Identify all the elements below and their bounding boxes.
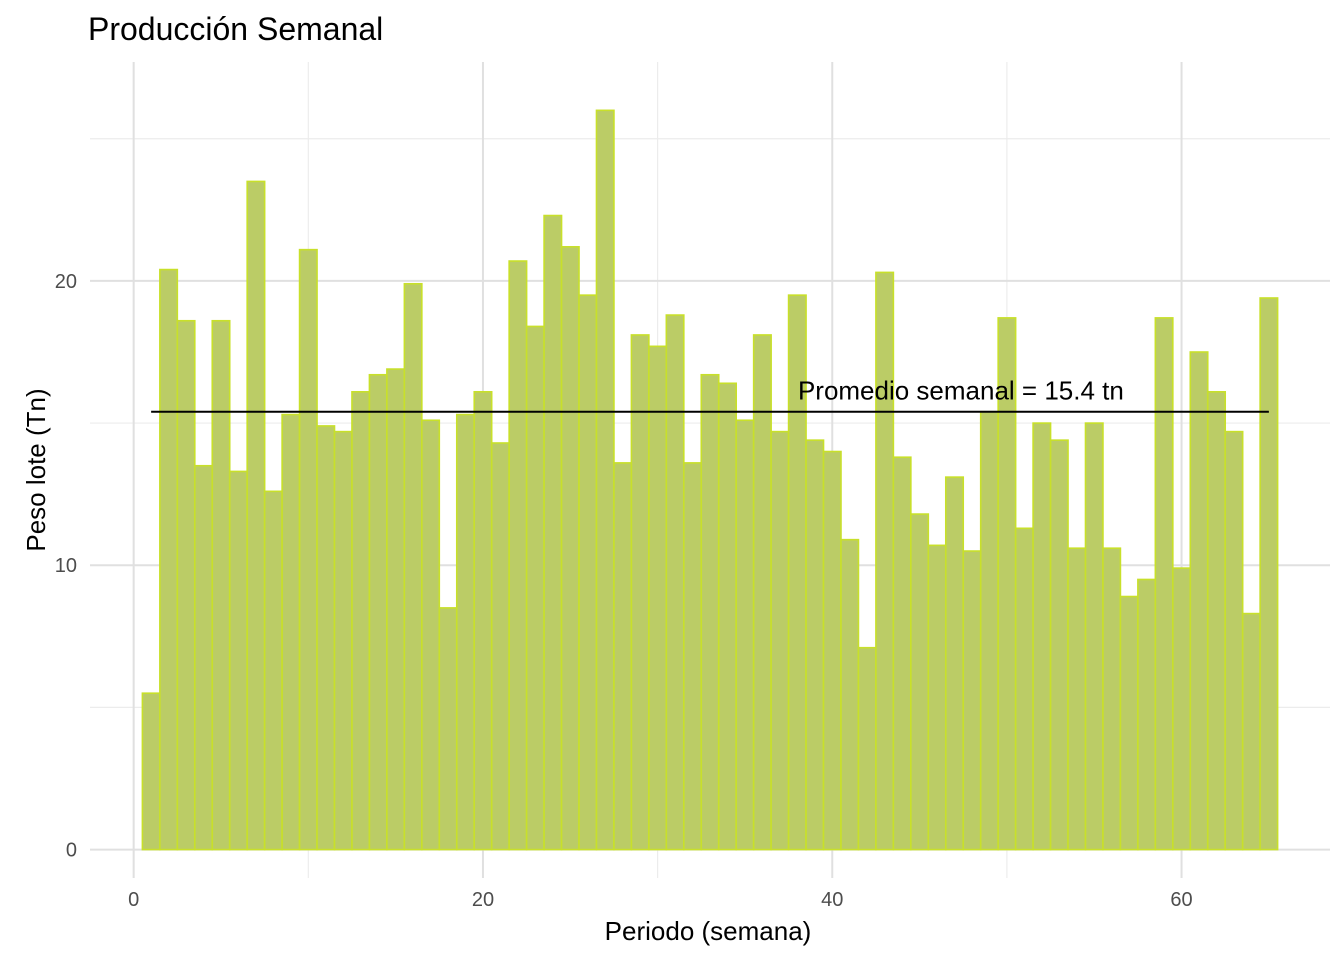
bar — [944, 476, 965, 851]
bar — [351, 391, 371, 851]
bar — [979, 410, 999, 851]
x-tick-label: 40 — [821, 889, 843, 911]
bar — [543, 214, 563, 851]
bar-series — [141, 109, 1279, 851]
bar — [298, 248, 318, 851]
bar — [368, 373, 388, 851]
y-axis-title: Peso lote (Tn) — [21, 388, 51, 551]
bar — [770, 430, 790, 851]
bar — [490, 442, 510, 851]
bar — [665, 314, 685, 851]
bar — [962, 550, 982, 851]
bar — [875, 271, 895, 851]
bar — [822, 450, 842, 851]
bar — [892, 456, 912, 851]
bar — [578, 294, 598, 851]
bar — [246, 180, 266, 851]
bar — [438, 607, 458, 851]
bar — [700, 373, 720, 851]
bar — [927, 544, 947, 851]
chart-title: Producción Semanal — [88, 11, 383, 47]
bar — [525, 325, 545, 851]
bar — [735, 419, 755, 851]
bar — [403, 282, 423, 851]
bar — [1154, 317, 1174, 851]
bar — [683, 462, 703, 851]
bar — [176, 319, 196, 851]
bar — [1049, 439, 1069, 851]
y-tick-label: 20 — [55, 271, 77, 293]
y-tick-label: 0 — [66, 840, 77, 862]
bar — [1032, 422, 1052, 851]
bar — [508, 260, 528, 851]
bar — [141, 692, 161, 851]
x-tick-label: 0 — [128, 889, 139, 911]
bar — [473, 391, 493, 851]
bar — [386, 368, 406, 851]
bar — [1189, 351, 1209, 851]
x-axis-ticks: 0 20 40 60 — [128, 889, 1193, 911]
bar — [717, 382, 737, 851]
bar — [1137, 578, 1157, 851]
bar — [421, 419, 441, 851]
bar — [1224, 430, 1244, 851]
bar — [840, 538, 860, 851]
bar — [595, 109, 615, 851]
bar — [159, 268, 179, 851]
bar — [263, 490, 283, 851]
bar — [805, 439, 825, 851]
bar — [1206, 391, 1227, 851]
x-tick-label: 60 — [1170, 889, 1192, 911]
bar — [1241, 612, 1261, 851]
bar — [1259, 297, 1279, 851]
bar — [910, 513, 930, 851]
bar — [1102, 547, 1122, 851]
bar — [281, 413, 301, 851]
bar — [228, 470, 248, 851]
bar — [316, 425, 336, 851]
bar — [455, 413, 476, 851]
bar — [1067, 547, 1087, 851]
bar — [193, 464, 214, 851]
bar — [1014, 527, 1034, 851]
y-tick-label: 10 — [55, 555, 77, 577]
bar — [333, 430, 353, 851]
bar — [1119, 595, 1139, 851]
mean-annotation: Promedio semanal = 15.4 tn — [798, 376, 1124, 406]
bar — [1084, 422, 1104, 851]
bar — [613, 462, 633, 851]
y-axis-ticks: 0 10 20 — [55, 271, 77, 862]
bar — [211, 319, 231, 851]
bar — [560, 246, 580, 851]
bar — [648, 345, 668, 851]
x-tick-label: 20 — [472, 889, 494, 911]
bar — [857, 646, 877, 851]
bar — [1172, 567, 1192, 851]
x-axis-title: Periodo (semana) — [605, 916, 812, 946]
